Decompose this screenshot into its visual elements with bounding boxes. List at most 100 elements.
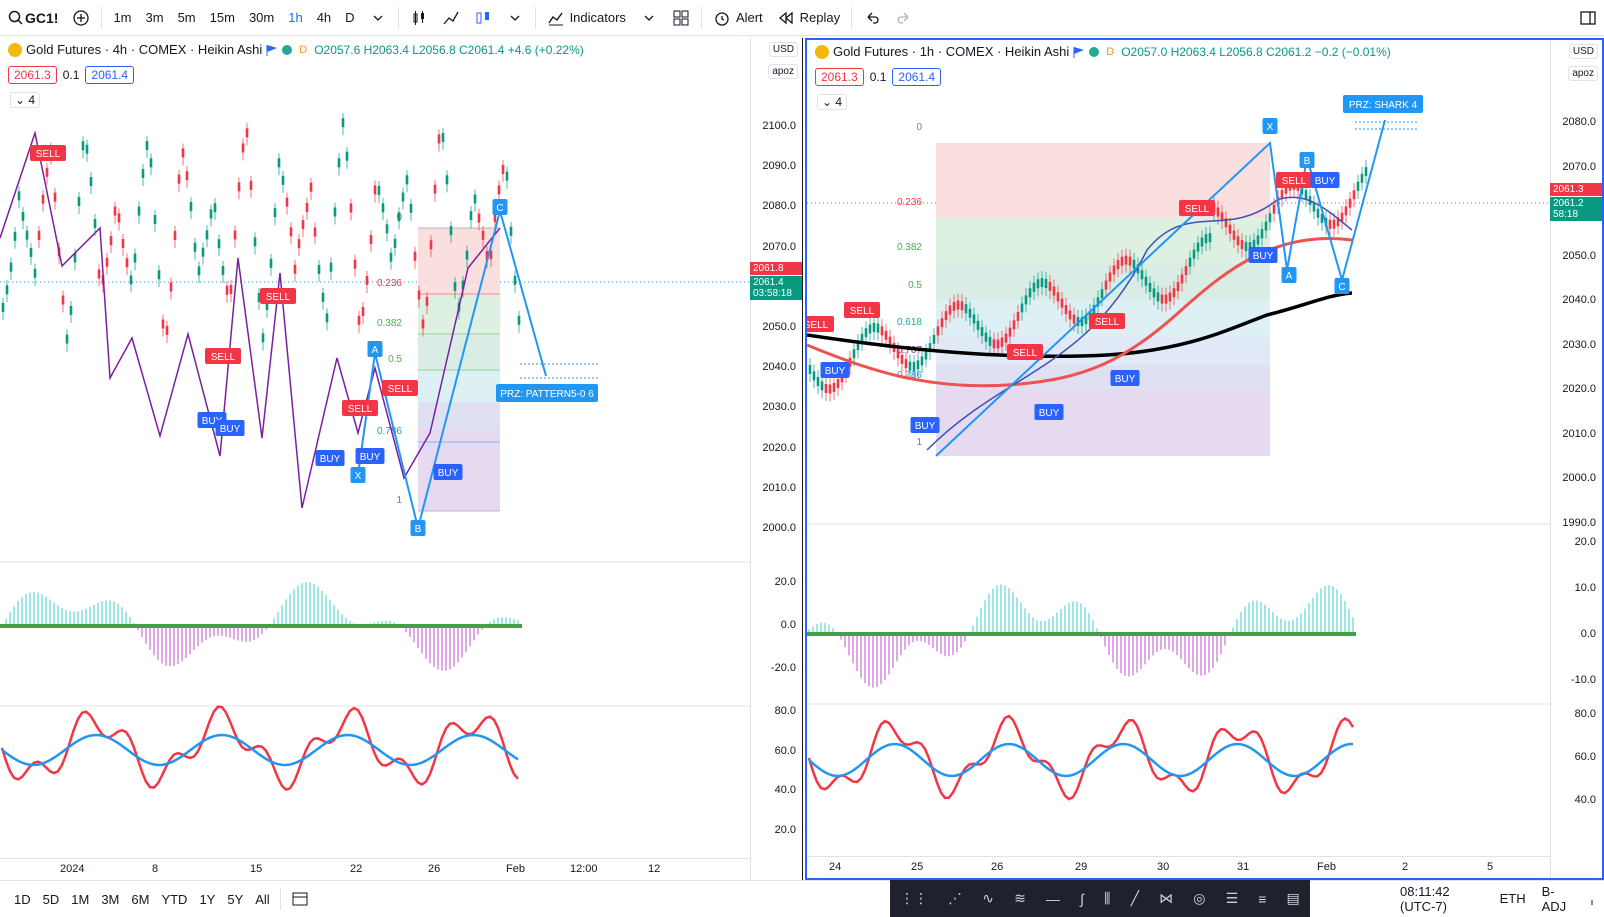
divider — [101, 6, 103, 29]
rsi-tick: 40.0 — [1574, 794, 1596, 806]
interval-15m[interactable]: 15m — [209, 10, 235, 25]
alert-button[interactable]: Alert — [706, 0, 770, 36]
candle — [1260, 229, 1264, 239]
symbol-label: GC1! — [25, 9, 59, 26]
replay-button[interactable]: Replay — [770, 0, 847, 36]
heikin-ashi-button[interactable] — [467, 0, 499, 36]
interval-4h[interactable]: 4h — [316, 10, 332, 25]
text-tool-icon[interactable]: ▤ — [1286, 890, 1300, 906]
session-toggle[interactable]: ETH — [1499, 891, 1526, 906]
time-scale[interactable]: 2024 8 15 22 26 Feb 12:00 12 — [0, 858, 751, 880]
range-6m[interactable]: 6M — [131, 891, 150, 907]
chart-type-button[interactable] — [403, 0, 435, 36]
interval-30m[interactable]: 30m — [248, 10, 275, 25]
pattern-point: X — [1267, 122, 1274, 133]
candle — [972, 314, 976, 324]
range-all[interactable]: All — [255, 891, 270, 907]
candle — [65, 334, 69, 344]
interval-d[interactable]: D — [345, 10, 355, 25]
time-scale[interactable]: 24 25 26 29 30 31 Feb 2 5 — [807, 856, 1550, 878]
drag-handle-icon[interactable]: ⋮⋮ — [900, 890, 929, 906]
indicators-button[interactable]: Indicators — [540, 0, 633, 36]
range-5y[interactable]: 5Y — [227, 891, 244, 907]
channel-tool-icon[interactable]: ≋ — [1014, 890, 1026, 906]
hline-tool-icon[interactable]: — — [1045, 890, 1060, 907]
candle — [1208, 233, 1212, 243]
indicators-collapse-button[interactable]: ⌄ 4 — [817, 94, 848, 110]
range-1d[interactable]: 1D — [14, 891, 31, 907]
curve-tool-icon[interactable]: ∫ — [1080, 890, 1084, 907]
signal-sell: SELL — [1013, 348, 1038, 359]
position-tool-icon[interactable]: ☰ — [1225, 890, 1239, 906]
buy-price-button[interactable]: 2061.4 — [892, 68, 942, 86]
indicators-dropdown[interactable] — [633, 0, 665, 36]
fib-tool-icon[interactable]: ≡ — [1258, 890, 1267, 907]
interval-1m[interactable]: 1m — [113, 10, 132, 25]
xabcd-tool-icon[interactable]: ⋈ — [1159, 890, 1174, 906]
chart-type-dropdown[interactable] — [499, 0, 531, 36]
range-ytd[interactable]: YTD — [161, 891, 188, 907]
interval-3m[interactable]: 3m — [145, 10, 164, 25]
gann-tool-icon[interactable]: ◎ — [1193, 890, 1206, 906]
indicators-collapse-button[interactable]: ⌄ 4 — [10, 92, 41, 108]
candle — [381, 203, 385, 213]
undo-button[interactable] — [856, 0, 888, 36]
divider — [279, 888, 281, 910]
price-tick: 2000.0 — [1562, 472, 1596, 484]
candle — [1200, 237, 1204, 247]
range-5d[interactable]: 5D — [42, 891, 60, 907]
series-title[interactable]: Gold Futures · 1h · COMEX · Heikin Ashi — [833, 44, 1070, 59]
candle — [1244, 242, 1248, 252]
candle — [1228, 224, 1232, 234]
candle — [904, 359, 908, 369]
range-1m[interactable]: 1M — [71, 891, 90, 907]
chart-style-button[interactable] — [435, 0, 467, 36]
chart-pane-right[interactable]: 0 0.236 0.382 0.5 0.618 0.707 0.786 1 X A B C PRZ: S… — [805, 38, 1604, 880]
flag-icon[interactable] — [1073, 46, 1085, 58]
symbol-search[interactable]: GC1! — [0, 0, 65, 36]
candle — [1048, 281, 1052, 291]
candle — [269, 258, 273, 268]
scale-mode-select[interactable]: apoz — [1568, 66, 1598, 81]
price-scale[interactable]: USD apoz 2080.02070.02060.02050.02040.02… — [1550, 40, 1602, 878]
candle — [1024, 295, 1028, 305]
adjust-toggle[interactable]: B-ADJ — [1541, 883, 1567, 914]
buy-price-button[interactable]: 2061.4 — [85, 66, 135, 84]
sell-price-button[interactable]: 2061.3 — [8, 66, 57, 84]
candle — [1080, 317, 1084, 327]
clock[interactable]: 08:11:42 (UTC-7) — [1400, 883, 1450, 914]
redo-button[interactable] — [888, 0, 920, 36]
candle — [45, 167, 49, 177]
pattern-tool-icon[interactable]: ⋰ — [948, 890, 963, 906]
sell-price-button[interactable]: 2061.3 — [815, 68, 864, 86]
trendline-tool-icon[interactable]: ╱ — [1130, 890, 1140, 906]
series-title[interactable]: Gold Futures · 4h · COMEX · Heikin Ashi — [26, 42, 263, 57]
goto-date-button[interactable] — [285, 889, 315, 910]
candle — [233, 230, 237, 240]
templates-button[interactable] — [665, 0, 697, 36]
range-1y[interactable]: 1Y — [199, 891, 216, 907]
bars-tool-icon[interactable]: ⫼ — [1104, 890, 1111, 906]
expand-icon[interactable] — [1589, 890, 1604, 908]
candle — [29, 247, 33, 257]
flag-icon[interactable] — [266, 44, 278, 56]
interval-1h[interactable]: 1h — [288, 10, 303, 25]
range-3m[interactable]: 3M — [101, 891, 120, 907]
abcd-tool-icon[interactable]: ∿ — [982, 890, 994, 906]
candle — [85, 144, 89, 154]
currency-select[interactable]: USD — [768, 42, 798, 57]
currency-select[interactable]: USD — [1568, 44, 1598, 59]
interval-dropdown[interactable] — [362, 0, 394, 36]
candle — [1264, 221, 1268, 231]
price-scale[interactable]: USD apoz 2100.02090.02080.02070.02060.02… — [750, 38, 802, 880]
candle — [1104, 280, 1108, 290]
interval-5m[interactable]: 5m — [177, 10, 196, 25]
scale-mode-select[interactable]: apoz — [768, 64, 798, 79]
sidebar-toggle-button[interactable] — [1572, 0, 1604, 36]
compare-button[interactable] — [65, 0, 97, 36]
candle — [928, 343, 932, 353]
signal-buy: BUY — [438, 468, 459, 479]
